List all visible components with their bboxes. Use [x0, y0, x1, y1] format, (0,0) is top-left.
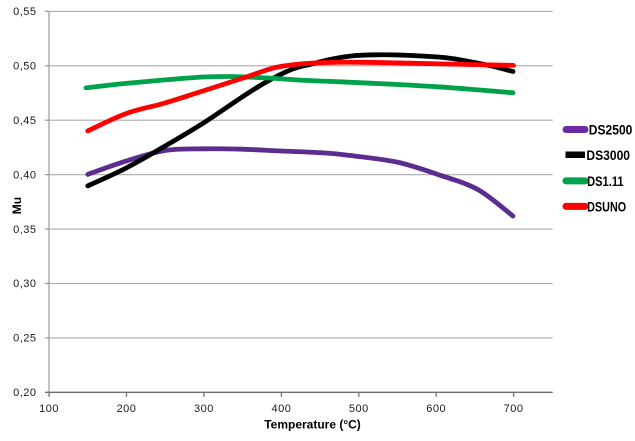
svg-text:0,45: 0,45 — [13, 115, 36, 127]
svg-text:200: 200 — [117, 403, 137, 415]
svg-text:0,30: 0,30 — [13, 278, 36, 290]
svg-text:Mu: Mu — [10, 197, 24, 214]
svg-text:0,35: 0,35 — [13, 224, 36, 236]
svg-text:0,50: 0,50 — [13, 61, 36, 73]
svg-text:0,40: 0,40 — [13, 169, 36, 181]
svg-text:0,55: 0,55 — [13, 6, 36, 18]
svg-text:400: 400 — [271, 403, 291, 415]
svg-text:DS1.11: DS1.11 — [587, 174, 624, 189]
svg-text:300: 300 — [194, 403, 214, 415]
svg-text:DSUNO: DSUNO — [587, 200, 626, 215]
svg-text:600: 600 — [426, 403, 446, 415]
svg-text:DS3000: DS3000 — [586, 148, 630, 163]
svg-text:DS2500: DS2500 — [589, 123, 633, 138]
svg-text:0,25: 0,25 — [13, 333, 36, 345]
svg-text:0,20: 0,20 — [13, 387, 36, 399]
svg-text:700: 700 — [504, 403, 524, 415]
svg-text:100: 100 — [39, 403, 59, 415]
svg-text:Temperature (°C): Temperature (°C) — [264, 417, 361, 431]
svg-text:500: 500 — [349, 403, 369, 415]
